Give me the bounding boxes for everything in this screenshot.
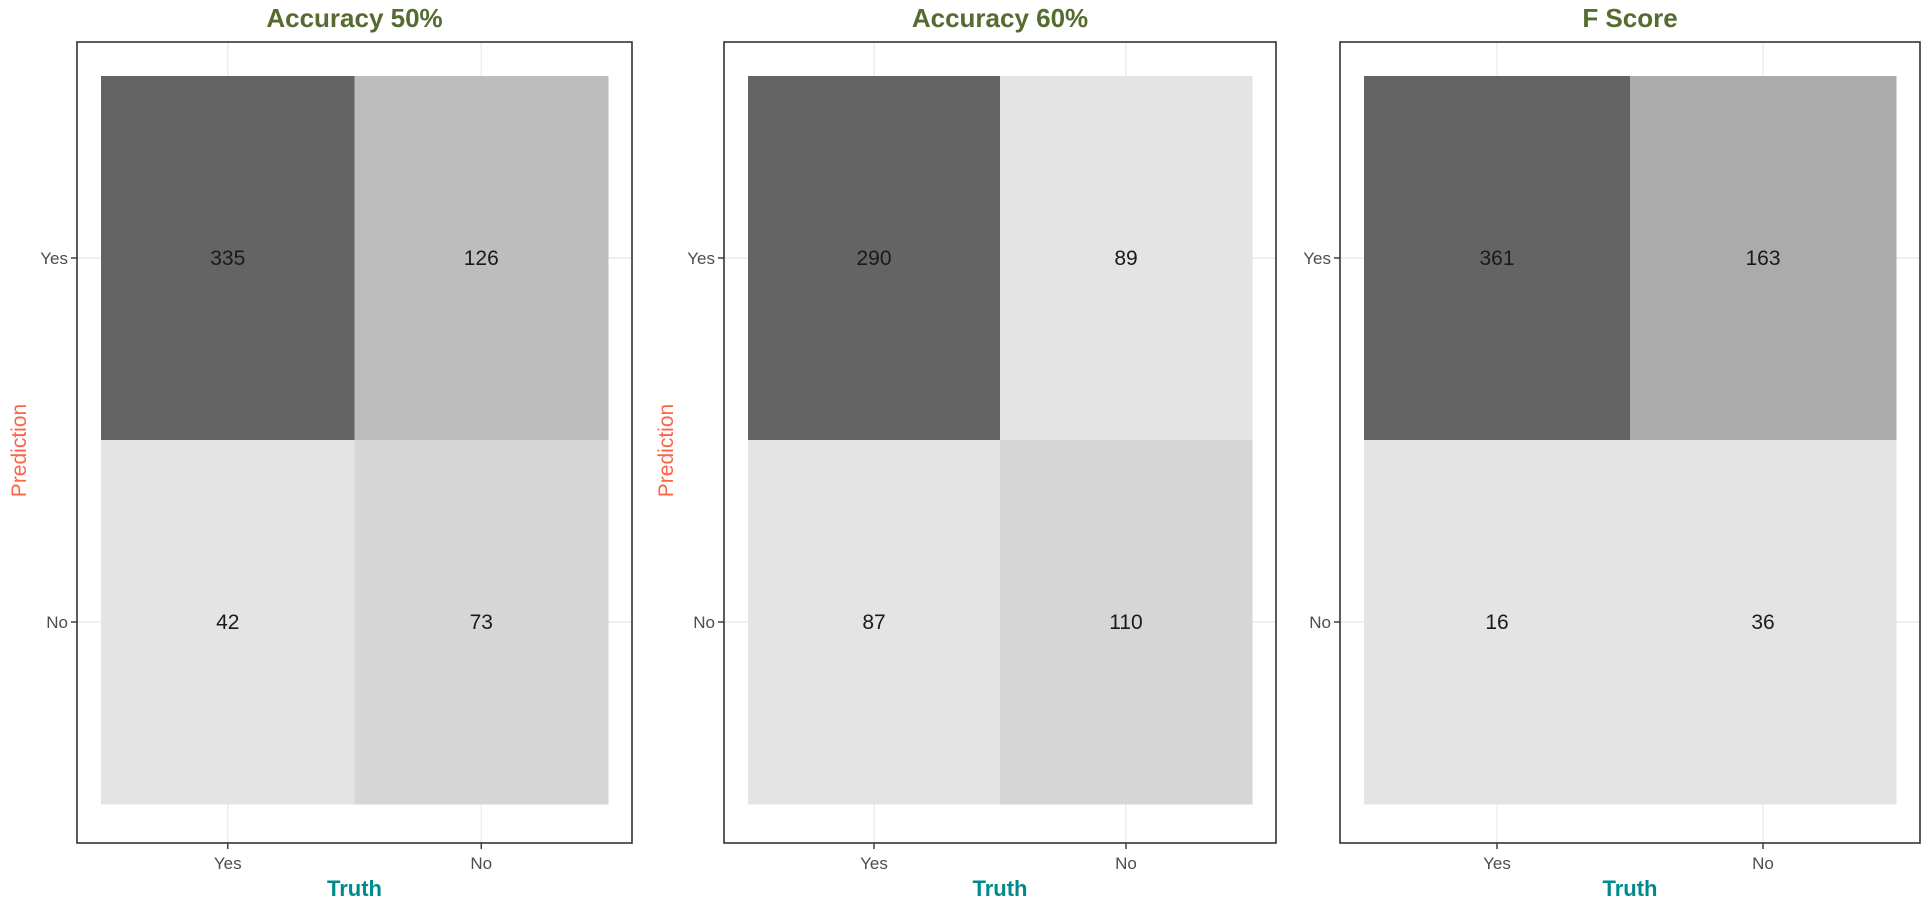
- y-tick-label: Yes: [1303, 249, 1331, 268]
- cell-value-label: 42: [216, 611, 239, 634]
- chart-title: F Score: [1582, 3, 1677, 33]
- cell-value-label: 36: [1751, 611, 1774, 634]
- x-axis-title: Truth: [327, 876, 382, 901]
- x-tick-label: No: [1752, 854, 1774, 873]
- chart-title: Accuracy 50%: [266, 3, 442, 33]
- x-tick-label: No: [1115, 854, 1137, 873]
- y-tick-label: No: [46, 613, 68, 632]
- heatmap-tile: [1364, 440, 1631, 805]
- cell-value-label: 335: [210, 247, 245, 270]
- cell-value-label: 163: [1745, 247, 1780, 270]
- x-tick-label: Yes: [860, 854, 888, 873]
- heatmap-tile: [1000, 76, 1253, 441]
- x-tick-label: Yes: [1483, 854, 1511, 873]
- heatmap-tile: [354, 440, 609, 805]
- chart-panel-2: 290 89 87 110 Yes No Yes No Accuracy 60% Truth Pre…: [655, 3, 1277, 901]
- chart-panel-3: 361 163 16 36 Yes No Yes No F Score Truth: [1303, 3, 1921, 901]
- x-axis-title: Truth: [1603, 876, 1658, 901]
- heatmap-tile: [101, 76, 355, 441]
- heatmap-tile: [748, 76, 1001, 441]
- cell-value-label: 73: [470, 611, 493, 634]
- cell-value-label: 16: [1485, 611, 1508, 634]
- heatmap-tile: [1000, 440, 1253, 805]
- cell-value-label: 87: [862, 611, 885, 634]
- cell-value-label: 361: [1479, 247, 1514, 270]
- cell-value-label: 89: [1114, 247, 1137, 270]
- x-tick-label: No: [470, 854, 492, 873]
- heatmap-tile: [354, 76, 609, 441]
- heatmap-tile: [1630, 76, 1897, 441]
- y-axis-title: Prediction: [8, 404, 31, 497]
- y-tick-label: No: [1309, 613, 1331, 632]
- chart-panel-1: 335 126 42 73 Yes No Yes No Accuracy 50% Truth Pre…: [8, 3, 633, 901]
- cell-value-label: 126: [464, 247, 499, 270]
- y-tick-label: No: [693, 613, 715, 632]
- panel-border: [1339, 41, 1921, 844]
- panel-border: [76, 41, 633, 844]
- y-tick-label: Yes: [40, 249, 68, 268]
- y-tick-label: Yes: [687, 249, 715, 268]
- chart-title: Accuracy 60%: [912, 3, 1088, 33]
- y-axis-title: Prediction: [655, 404, 678, 497]
- panel-border: [723, 41, 1277, 844]
- cell-value-label: 290: [856, 247, 891, 270]
- heatmap-tile: [1364, 76, 1631, 441]
- heatmap-tile: [748, 440, 1001, 805]
- heatmap-tile: [1630, 440, 1897, 805]
- x-axis-title: Truth: [973, 876, 1028, 901]
- x-tick-label: Yes: [214, 854, 242, 873]
- heatmap-tile: [101, 440, 355, 805]
- cell-value-label: 110: [1109, 611, 1142, 634]
